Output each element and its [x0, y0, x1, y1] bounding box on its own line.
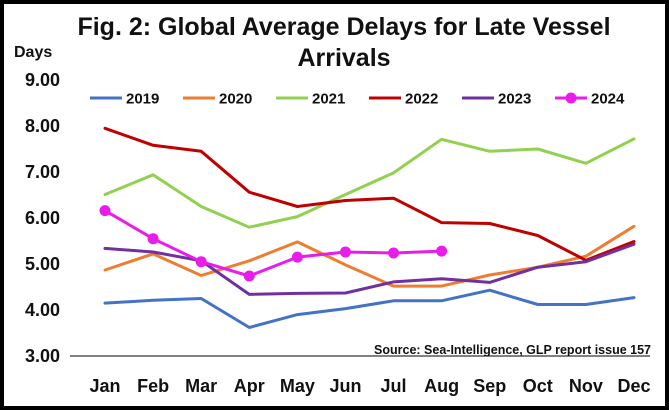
legend-label: 2020 — [219, 91, 252, 108]
y-tick-label: 9.00 — [25, 70, 60, 90]
legend-label: 2019 — [126, 91, 159, 108]
data-point — [291, 251, 303, 263]
x-tick-label: Jun — [329, 376, 361, 396]
legend-item: 2024 — [555, 91, 625, 108]
legend-marker — [565, 92, 577, 104]
chart-title: Fig. 2: Global Average Delays for Late V… — [77, 13, 611, 72]
legend-item: 2023 — [462, 91, 531, 108]
y-tick-label: 6.00 — [25, 208, 60, 228]
y-tick-label: 3.00 — [25, 346, 60, 366]
x-tick-label: Jan — [89, 376, 120, 396]
legend-item: 2022 — [369, 91, 438, 108]
x-tick-label: Oct — [523, 376, 553, 396]
series-2019 — [103, 288, 636, 329]
series-line — [103, 288, 636, 329]
series-line — [103, 126, 636, 262]
series-line — [103, 209, 444, 278]
x-tick-label: Dec — [617, 376, 650, 396]
x-tick-label: Apr — [234, 376, 265, 396]
data-point — [436, 245, 448, 257]
data-point — [147, 233, 159, 245]
legend-label: 2024 — [591, 91, 625, 108]
data-point — [388, 247, 400, 259]
source-note: Source: Sea-Intelligence, GLP report iss… — [374, 343, 651, 357]
y-tick-label: 4.00 — [25, 300, 60, 320]
legend-label: 2023 — [498, 91, 531, 108]
chart-frame: Fig. 2: Global Average Delays for Late V… — [4, 4, 665, 406]
series-2021 — [103, 137, 636, 229]
x-tick-label: Jul — [381, 376, 407, 396]
legend-item: 2019 — [90, 91, 159, 108]
x-tick-label: Aug — [424, 376, 459, 396]
legend-item: 2020 — [183, 91, 252, 108]
y-tick-label: 8.00 — [25, 116, 60, 136]
legend-label: 2021 — [312, 91, 345, 108]
y-tick-label: 7.00 — [25, 162, 60, 182]
x-tick-label: Sep — [473, 376, 506, 396]
data-point — [195, 256, 207, 268]
y-axis-unit-label: Days — [14, 44, 53, 61]
data-point — [243, 270, 255, 282]
legend-label: 2022 — [405, 91, 438, 108]
x-tick-label: Nov — [569, 376, 603, 396]
series-line — [103, 137, 636, 229]
y-tick-label: 5.00 — [25, 254, 60, 274]
legend-item: 2021 — [276, 91, 345, 108]
data-point — [99, 205, 111, 217]
x-tick-label: Mar — [185, 376, 217, 396]
series-2022 — [103, 126, 636, 262]
x-tick-label: May — [280, 376, 315, 396]
x-tick-label: Feb — [137, 376, 169, 396]
data-point — [339, 246, 351, 258]
series-2024 — [99, 205, 448, 282]
